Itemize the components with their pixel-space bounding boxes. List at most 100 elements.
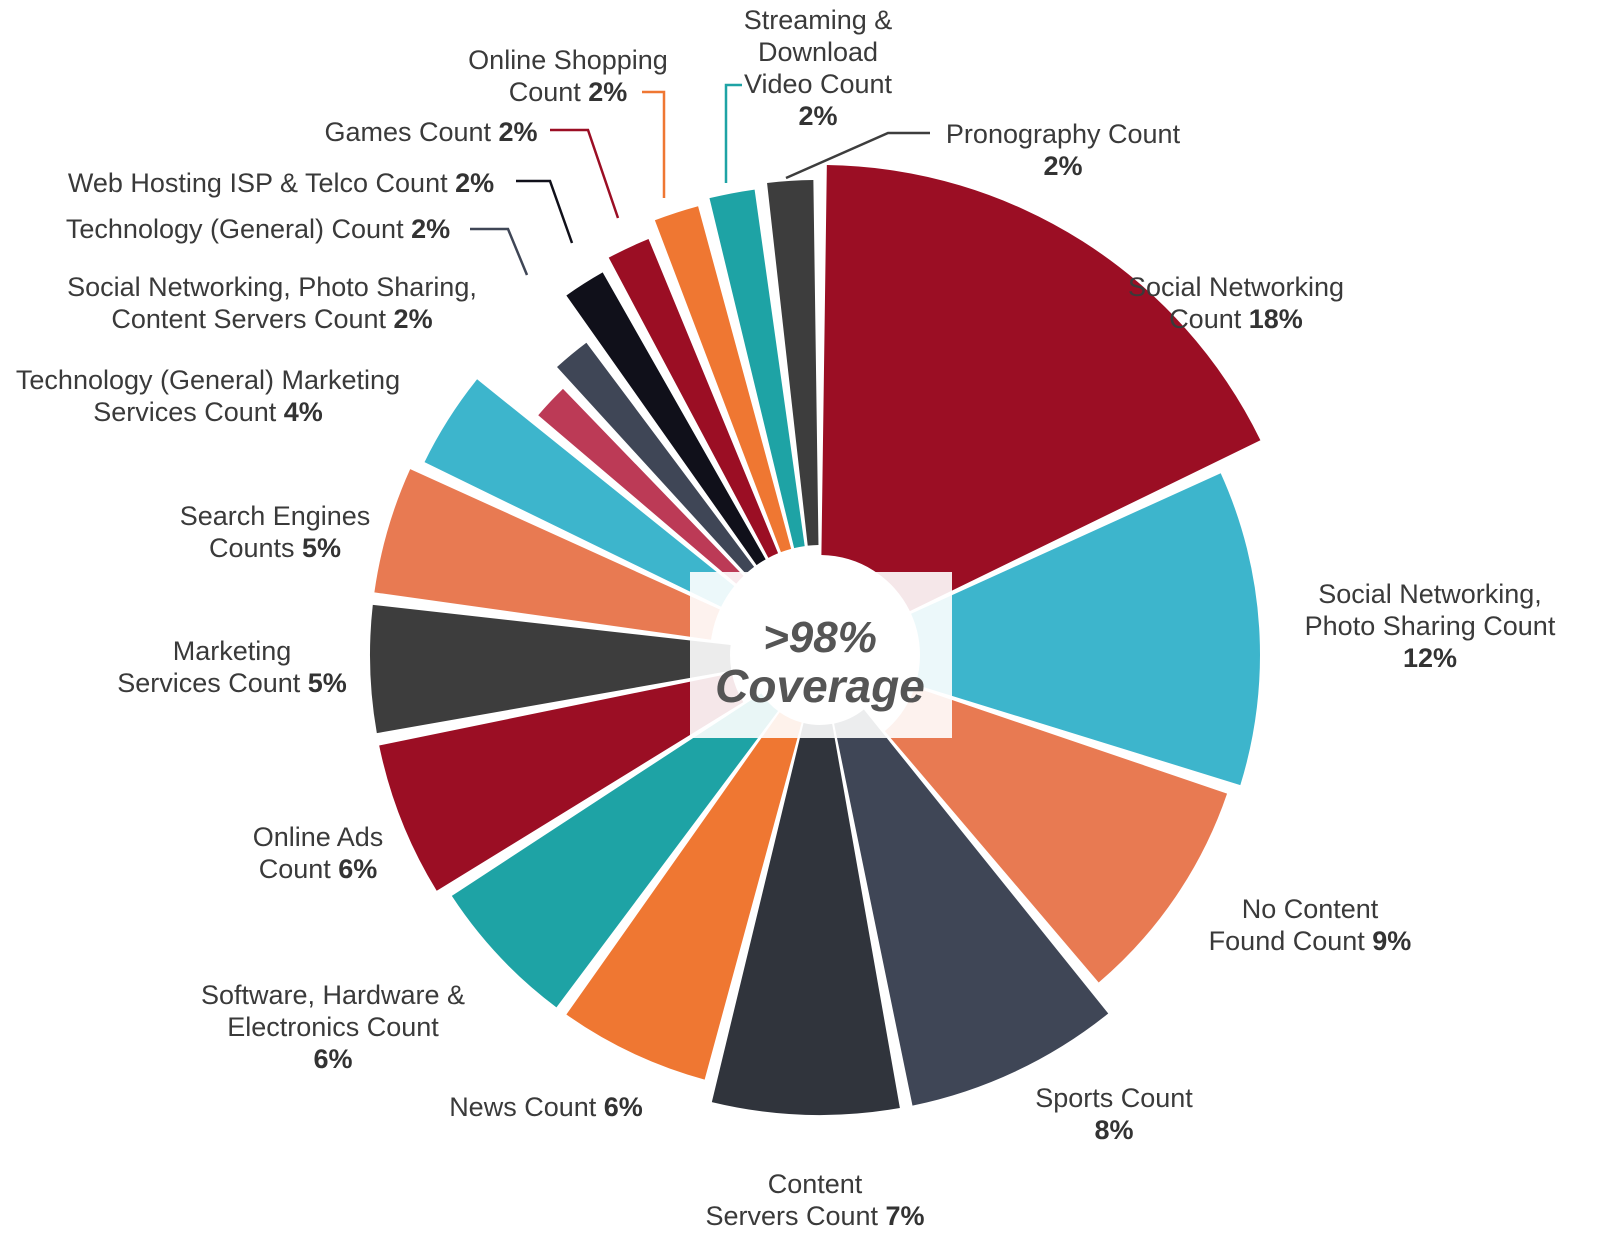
label-leader-lines (470, 83, 930, 276)
pie-slices (370, 165, 1261, 1115)
slice-label-text: Software, Hardware & (201, 980, 465, 1010)
leader-line-14 (516, 179, 574, 244)
slice-label-text: Count (509, 77, 582, 107)
leader-line-16 (642, 90, 666, 198)
slice-percent: 2% (404, 214, 451, 244)
slice-label-text: Technology (General) Marketing (16, 365, 400, 395)
slice-label-text: Games Count (324, 117, 491, 147)
pie-slice-4 (834, 709, 1109, 1106)
slice-label-text: Services Count (93, 397, 277, 427)
slice-percent: 6% (596, 1092, 643, 1122)
slice-percent: 6% (313, 1044, 352, 1074)
slice-label-text: Marketing (173, 636, 292, 666)
slice-label-16: Online Shopping Count 2% (468, 45, 668, 107)
center-label-line-1: >98% (763, 613, 877, 662)
slice-label-text: Technology (General) Count (66, 214, 404, 244)
pie-slice-5 (711, 723, 900, 1115)
slice-percent: 18% (1241, 304, 1303, 334)
slice-label-text: Download (758, 37, 878, 67)
slice-label-9: Marketing Services Count 5% (117, 636, 347, 698)
leader-line-15 (550, 128, 620, 219)
pie-slice-7 (451, 693, 779, 1008)
slice-label-text: Photo Sharing Count (1305, 611, 1556, 641)
slice-label-text: Pronography Count (946, 119, 1181, 149)
slice-label-1: Social Networking Count 18% (1128, 272, 1344, 334)
slice-percent: 6% (331, 854, 378, 884)
slice-label-text: Services Count (117, 668, 301, 698)
slice-percent: 2% (448, 168, 495, 198)
slice-label-text: Search Engines (180, 501, 371, 531)
slice-label-text: Count (1169, 304, 1242, 334)
slice-label-text: Servers Count (705, 1201, 878, 1231)
slice-percent: 8% (1094, 1115, 1133, 1145)
pie-slice-13 (557, 342, 755, 574)
pie-slice-1 (821, 165, 1261, 612)
pie-slice-9 (370, 604, 732, 734)
slice-label-5: Content Servers Count 7% (705, 1169, 924, 1231)
slice-label-12: Social Networking, Photo Sharing, Content… (67, 272, 477, 334)
slice-label-7: Software, Hardware & Electronics Count 6% (201, 980, 465, 1074)
slice-label-text: Electronics Count (227, 1012, 439, 1042)
pie-slice-17 (709, 189, 805, 549)
slice-percent: 5% (300, 668, 347, 698)
pie-slice-15 (608, 238, 779, 558)
slice-label-15: Games Count 2% (324, 117, 537, 147)
slice-label-text: Social Networking, (1318, 579, 1542, 609)
slice-label-13: Technology (General) Count 2% (66, 214, 450, 244)
slice-percent: 2% (798, 101, 837, 131)
slice-percent: 2% (491, 117, 538, 147)
center-label: >98% Coverage (690, 572, 952, 738)
slice-label-8: Online Ads Count 6% (253, 822, 384, 884)
center-label-backdrop (690, 572, 952, 738)
slice-label-text: Content (768, 1169, 863, 1199)
pie-slice-16 (654, 206, 792, 553)
slice-percent: 7% (878, 1201, 925, 1231)
pie-slice-14 (566, 272, 766, 566)
slice-label-text: Web Hosting ISP & Telco Count (68, 168, 448, 198)
pie-slice-3 (884, 687, 1228, 983)
slice-label-3: No Content Found Count 9% (1209, 894, 1412, 956)
slice-label-text: Social Networking (1128, 272, 1344, 302)
slice-label-text: Count (259, 854, 332, 884)
slice-label-text: Streaming & (744, 5, 893, 35)
slice-label-10: Search Engines Counts 5% (180, 501, 371, 563)
pie-slice-18 (767, 180, 819, 546)
pie-slice-8 (379, 673, 744, 891)
pie-slice-6 (566, 712, 802, 1080)
leader-line-18 (785, 131, 930, 180)
slice-percent: 5% (295, 533, 342, 563)
slice-percent: 2% (1043, 151, 1082, 181)
slice-label-text: Social Networking, Photo Sharing, (67, 272, 477, 302)
slice-labels: Social Networking Count 18%Social Network… (16, 5, 1556, 1231)
slice-label-text: Online Shopping (468, 45, 668, 75)
slice-label-text: Found Count (1209, 926, 1366, 956)
slice-label-4: Sports Count 8% (1035, 1083, 1193, 1145)
slice-label-11: Technology (General) Marketing Services C… (16, 365, 400, 427)
slice-label-text: News Count (449, 1092, 597, 1122)
slice-label-text: Sports Count (1035, 1083, 1193, 1113)
pie-slice-11 (424, 379, 735, 607)
leader-line-17 (724, 83, 742, 183)
pie-slice-2 (911, 473, 1261, 786)
slice-percent: 9% (1365, 926, 1412, 956)
slice-label-text: Online Ads (253, 822, 384, 852)
pie-slice-10 (374, 469, 720, 640)
slice-label-17: Streaming & Download Video Count 2% (744, 5, 893, 131)
slice-label-text: Video Count (744, 69, 893, 99)
pie-slice-12 (538, 388, 744, 584)
slice-percent: 4% (276, 397, 323, 427)
slice-label-18: Pronography Count 2% (946, 119, 1181, 181)
slice-label-14: Web Hosting ISP & Telco Count 2% (68, 168, 494, 198)
slice-percent: 2% (386, 304, 433, 334)
slice-percent: 2% (581, 77, 628, 107)
leader-line-13 (470, 227, 529, 276)
slice-label-2: Social Networking, Photo Sharing Count 12% (1305, 579, 1556, 673)
slice-label-text: Content Servers Count (111, 304, 386, 334)
slice-label-text: Counts (209, 533, 295, 563)
slice-label-6: News Count 6% (449, 1092, 643, 1122)
slice-label-text: No Content (1242, 894, 1379, 924)
center-label-line-2: Coverage (715, 660, 925, 712)
slice-percent: 12% (1403, 643, 1457, 673)
